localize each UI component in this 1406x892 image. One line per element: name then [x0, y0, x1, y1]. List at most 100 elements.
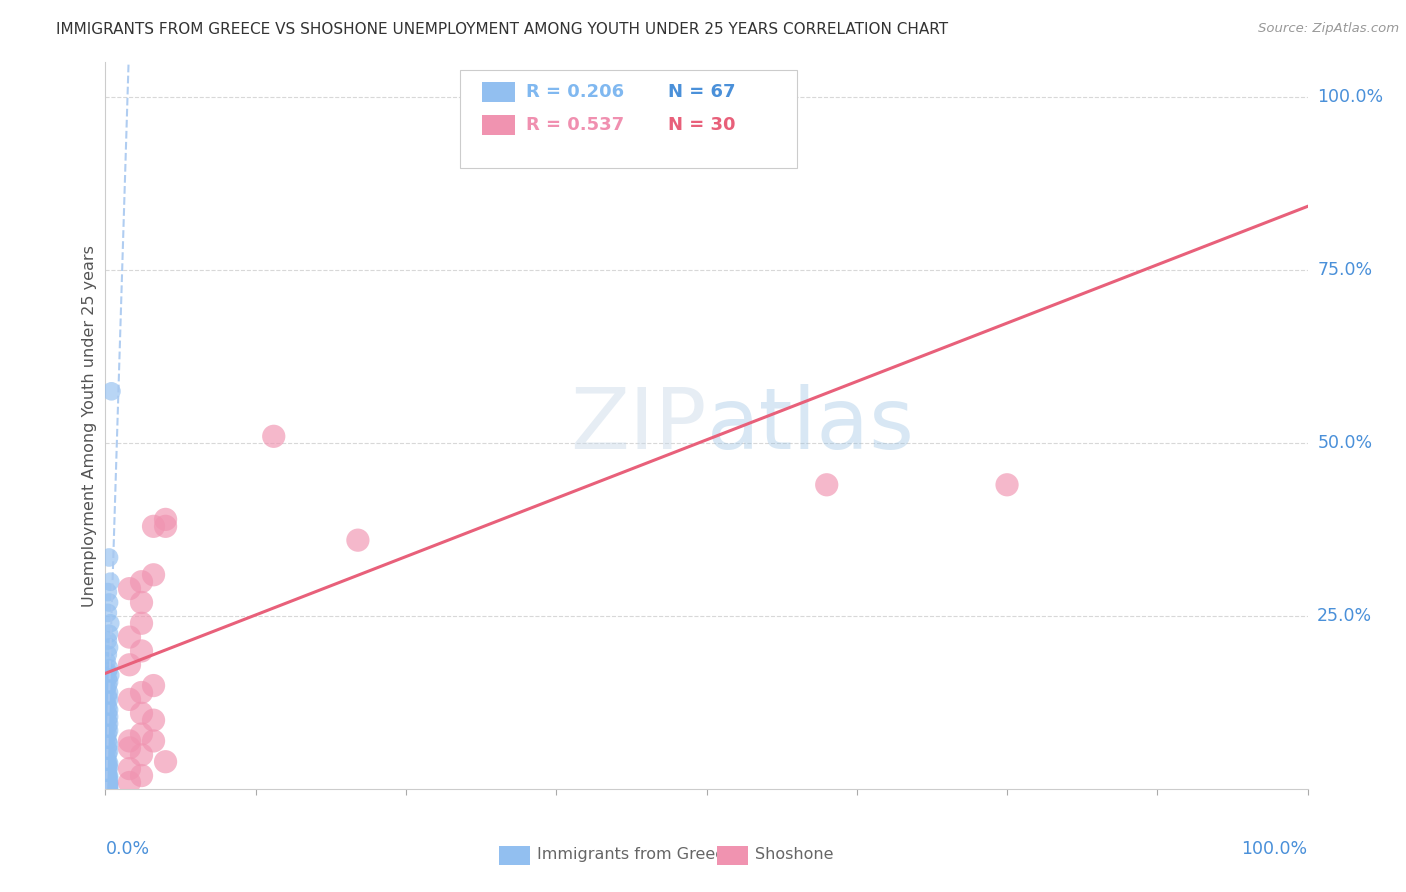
Point [97, 755, 120, 769]
Point [142, 679, 165, 693]
Point [142, 734, 165, 748]
Point [97, 713, 120, 727]
Text: IMMIGRANTS FROM GREECE VS SHOSHONE UNEMPLOYMENT AMONG YOUTH UNDER 25 YEARS CORRE: IMMIGRANTS FROM GREECE VS SHOSHONE UNEMP… [56, 22, 949, 37]
Point [131, 727, 153, 741]
Point [98, 775, 121, 789]
Point [118, 630, 141, 644]
Point [96, 696, 118, 710]
Text: 100.0%: 100.0% [1317, 88, 1384, 106]
Text: N = 30: N = 30 [668, 116, 735, 134]
Text: 75.0%: 75.0% [1317, 261, 1372, 279]
Point [98, 778, 121, 792]
Point [98, 574, 121, 589]
Point [97, 782, 120, 797]
Point [96, 654, 118, 668]
Point [97, 779, 120, 793]
Point [98, 723, 121, 738]
Point [97, 727, 120, 741]
Point [97, 699, 120, 714]
Point [97, 740, 120, 755]
Point [131, 644, 153, 658]
FancyBboxPatch shape [460, 70, 797, 168]
Point [131, 574, 153, 589]
Point [98, 781, 121, 796]
Point [97, 763, 120, 777]
Point [98, 550, 121, 565]
Text: 50.0%: 50.0% [1317, 434, 1372, 452]
Point [97, 778, 120, 792]
Point [131, 685, 153, 699]
Point [118, 692, 141, 706]
Point [98, 661, 121, 675]
Point [98, 716, 121, 731]
Point [98, 768, 121, 782]
Text: 25.0%: 25.0% [1317, 607, 1372, 625]
Point [118, 740, 141, 755]
Text: atlas: atlas [707, 384, 914, 467]
Point [97, 776, 120, 790]
Point [98, 616, 121, 631]
Point [98, 692, 121, 706]
Point [97, 781, 120, 796]
Point [98, 738, 121, 752]
Point [96, 781, 118, 796]
Point [142, 713, 165, 727]
Point [118, 657, 141, 672]
Text: R = 0.537: R = 0.537 [526, 116, 624, 134]
Point [97, 782, 120, 797]
Point [118, 582, 141, 596]
Text: 100.0%: 100.0% [1241, 840, 1308, 858]
Point [97, 720, 120, 734]
Point [97, 606, 120, 620]
FancyBboxPatch shape [482, 115, 516, 136]
Point [96, 751, 118, 765]
Point [98, 640, 121, 655]
Point [98, 744, 121, 758]
Point [96, 780, 118, 794]
Point [97, 770, 120, 784]
Point [131, 616, 153, 631]
Point [131, 706, 153, 721]
Point [97, 689, 120, 703]
Point [98, 595, 121, 609]
Point [96, 772, 118, 787]
Point [97, 774, 120, 789]
Text: R = 0.206: R = 0.206 [526, 83, 624, 102]
Point [97, 734, 120, 748]
Point [142, 519, 165, 533]
Point [98, 760, 121, 774]
Point [551, 97, 574, 112]
Text: N = 67: N = 67 [668, 83, 735, 102]
Point [347, 533, 370, 548]
Point [131, 747, 153, 762]
Point [97, 767, 120, 781]
Point [97, 633, 120, 648]
Point [97, 706, 120, 721]
Point [97, 758, 120, 772]
FancyBboxPatch shape [482, 82, 516, 103]
Point [118, 734, 141, 748]
Point [97, 780, 120, 795]
Text: Shoshone: Shoshone [755, 847, 834, 862]
Point [97, 665, 120, 679]
Point [98, 777, 121, 791]
Point [155, 512, 177, 526]
Point [118, 762, 141, 776]
Text: Source: ZipAtlas.com: Source: ZipAtlas.com [1258, 22, 1399, 36]
Point [97, 585, 120, 599]
Point [98, 710, 121, 724]
Y-axis label: Unemployment Among Youth under 25 years: Unemployment Among Youth under 25 years [82, 245, 97, 607]
Point [98, 756, 121, 771]
Point [263, 429, 285, 443]
Point [96, 731, 118, 745]
Text: Immigrants from Greece: Immigrants from Greece [537, 847, 734, 862]
Point [100, 384, 122, 399]
Text: 0.0%: 0.0% [105, 840, 149, 858]
Point [995, 477, 1018, 491]
Point [98, 685, 121, 699]
Text: ZIP: ZIP [569, 384, 707, 467]
Point [98, 772, 121, 786]
Point [98, 668, 121, 682]
Point [118, 775, 141, 789]
Point [97, 679, 120, 693]
